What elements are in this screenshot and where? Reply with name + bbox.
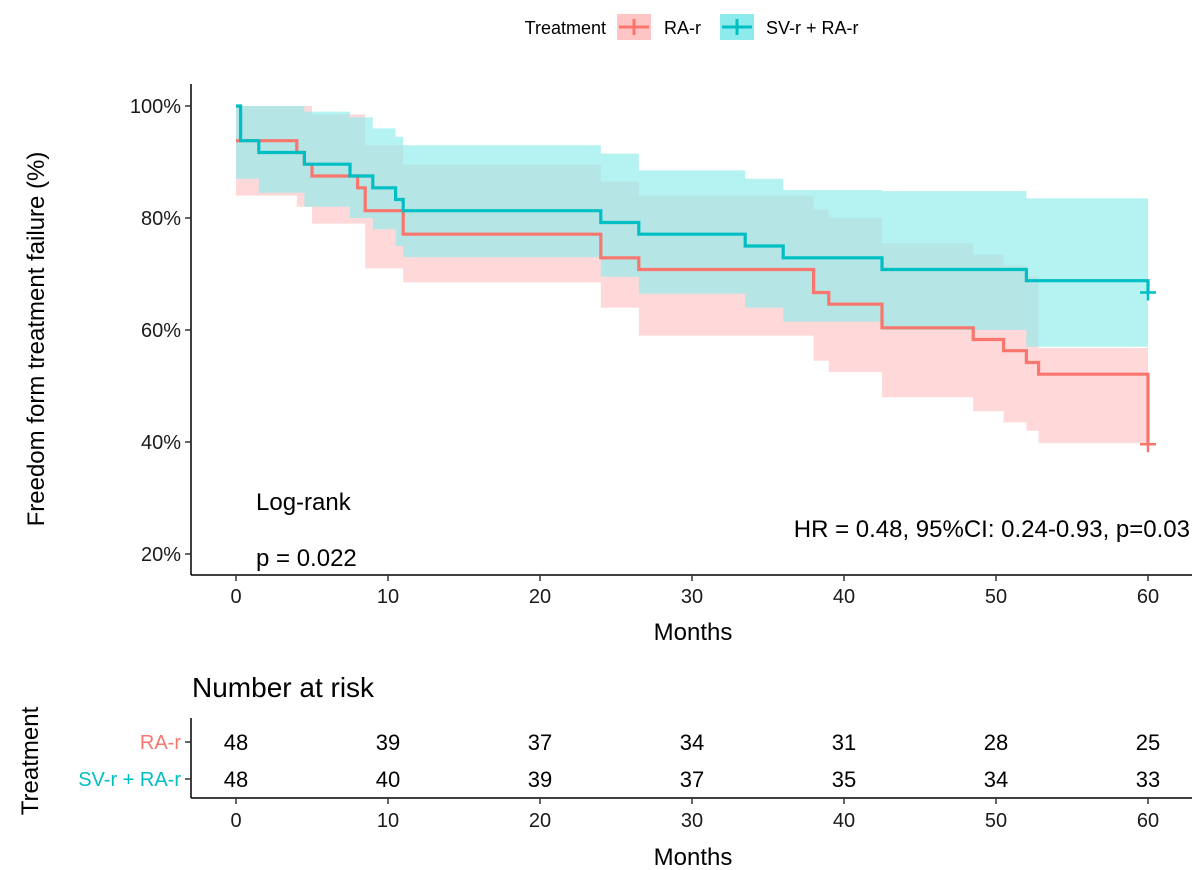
x-tick-label-10: 10 [377, 586, 399, 608]
logrank-p-value: p = 0.022 [256, 545, 357, 572]
risk-count-sv-r-ra-r-30: 37 [680, 767, 704, 792]
x-tick-label-50: 50 [985, 586, 1007, 608]
survival-curve-sv-r-ra-r [236, 104, 1150, 293]
risk-count-sv-r-ra-r-10: 40 [376, 767, 400, 792]
ci-band-sv-r-ra-r [236, 106, 1148, 347]
risk-count-ra-r-10: 39 [376, 730, 400, 755]
risk-count-ra-r-60: 25 [1136, 730, 1160, 755]
risk-x-tick-label-0: 0 [230, 810, 241, 832]
x-tick-label-60: 60 [1137, 586, 1159, 608]
y-tick-label-80: 80% [141, 208, 181, 230]
legend: Treatment RA-r SV-r + RA-r [525, 14, 859, 40]
risk-count-ra-r-0: 48 [224, 730, 248, 755]
risk-count-ra-r-50: 28 [984, 730, 1008, 755]
y-tick-label-60: 60% [141, 320, 181, 342]
risk-count-ra-r-20: 37 [528, 730, 552, 755]
logrank-label: Log-rank [256, 489, 352, 516]
legend-key-ra-r: RA-r [617, 14, 701, 40]
risk-x-tick-label-40: 40 [833, 810, 855, 832]
risk-count-ra-r-40: 31 [832, 730, 856, 755]
y-tick-label-20: 20% [141, 544, 181, 566]
x-tick-label-40: 40 [833, 586, 855, 608]
x-tick-label-0: 0 [230, 586, 241, 608]
y-axis-title: Freedom form treatment failure (%) [23, 152, 50, 527]
risk-x-tick-label-20: 20 [529, 810, 551, 832]
risk-count-sv-r-ra-r-0: 48 [224, 767, 248, 792]
risk-count-sv-r-ra-r-20: 39 [528, 767, 552, 792]
risk-x-tick-label-50: 50 [985, 810, 1007, 832]
legend-title: Treatment [525, 18, 606, 38]
risk-count-sv-r-ra-r-50: 34 [984, 767, 1008, 792]
risk-count-sv-r-ra-r-60: 33 [1136, 767, 1160, 792]
risk-count-ra-r-30: 34 [680, 730, 704, 755]
legend-label-ra-r: RA-r [664, 18, 701, 38]
legend-label-sv-r-ra-r: SV-r + RA-r [766, 18, 859, 38]
hazard-ratio-annotation: HR = 0.48, 95%CI: 0.24-0.93, p=0.03 [794, 516, 1190, 543]
risk-row-label-ra-r: RA-r [140, 732, 181, 754]
legend-key-sv-r-ra-r: SV-r + RA-r [720, 14, 859, 40]
risk-count-sv-r-ra-r-40: 35 [832, 767, 856, 792]
risk-row-label-sv-r-ra-r: SV-r + RA-r [78, 769, 181, 791]
risk-x-axis-title: Months [654, 844, 733, 870]
y-tick-label-100: 100% [130, 96, 181, 118]
risk-x-tick-label-30: 30 [681, 810, 703, 832]
risk-y-axis-title: Treatment [17, 706, 44, 815]
risk-table-title: Number at risk [192, 672, 375, 703]
y-tick-label-40: 40% [141, 432, 181, 454]
x-tick-label-30: 30 [681, 586, 703, 608]
survival-curve-ra-r [236, 139, 1150, 445]
risk-x-tick-label-10: 10 [377, 810, 399, 832]
x-axis-title: Months [654, 619, 733, 646]
x-tick-label-20: 20 [529, 586, 551, 608]
risk-x-tick-label-60: 60 [1137, 810, 1159, 832]
